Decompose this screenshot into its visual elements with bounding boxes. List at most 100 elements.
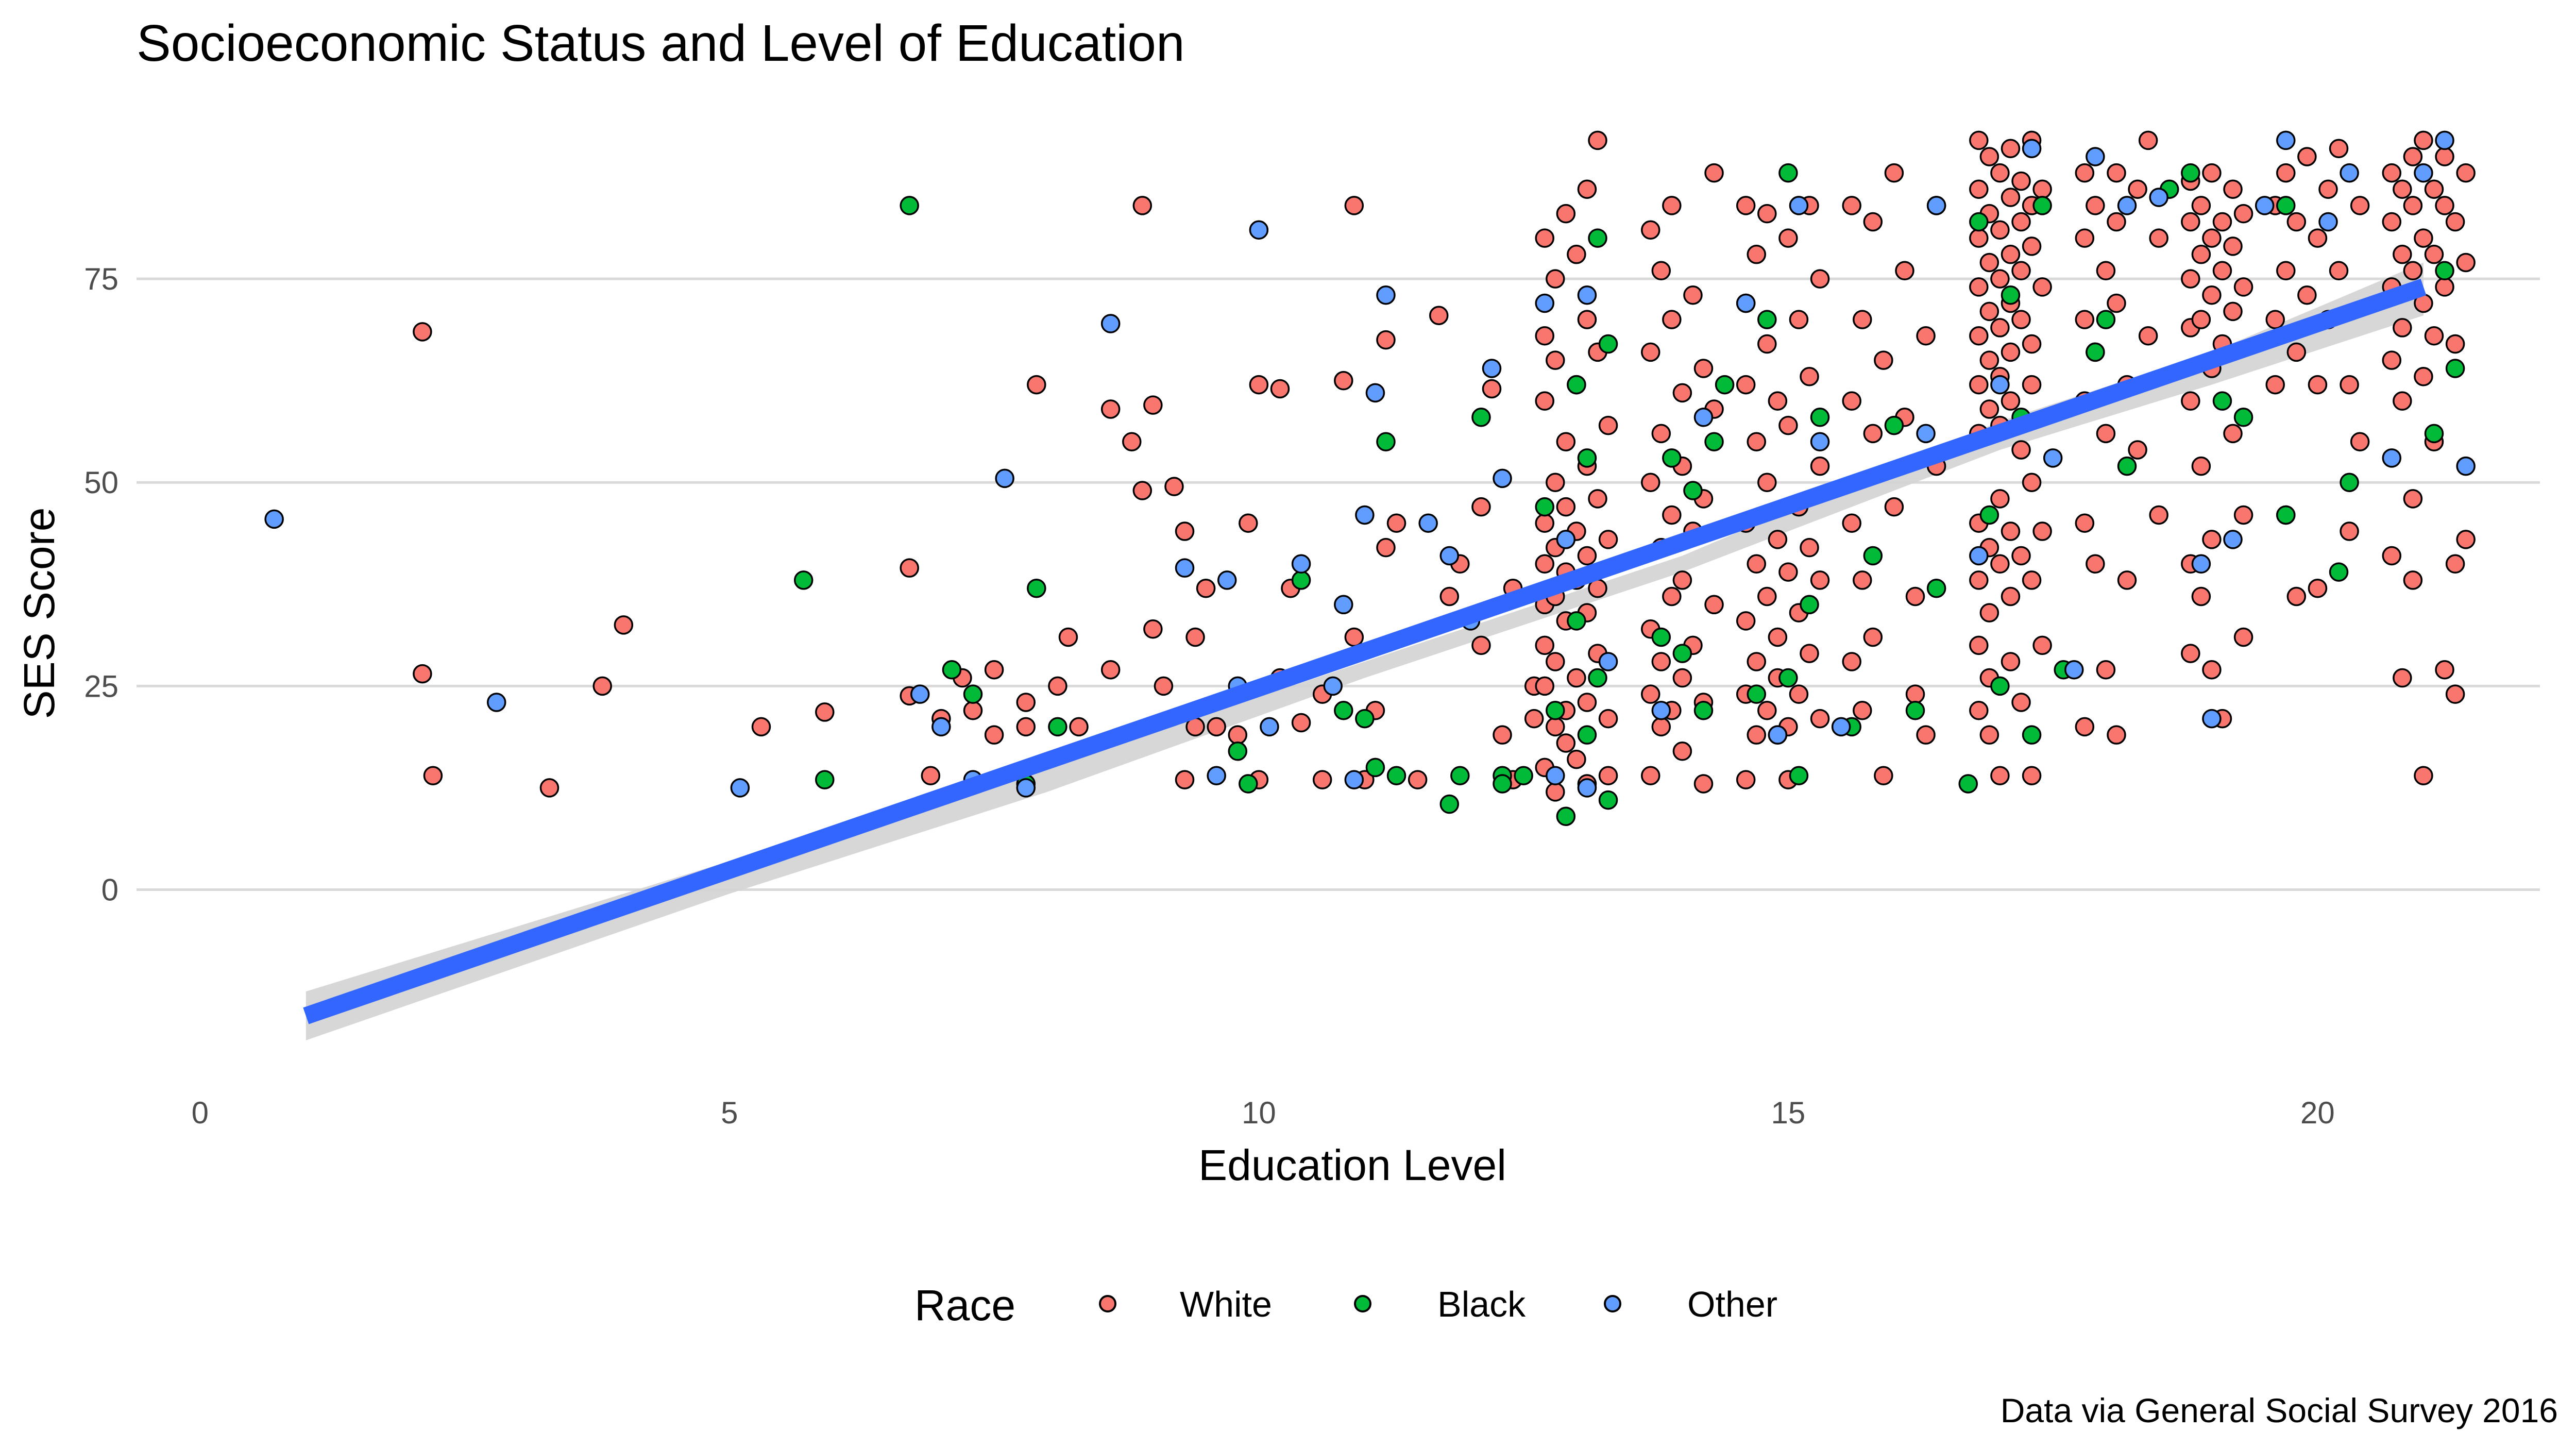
- point-white: [2086, 196, 2105, 215]
- point-other: [1577, 285, 1597, 305]
- point-white: [2382, 546, 2402, 566]
- point-white: [2424, 244, 2444, 264]
- point-white: [2001, 188, 2021, 207]
- point-white: [1778, 562, 1798, 582]
- point-white: [1228, 725, 1248, 745]
- point-other: [486, 693, 506, 712]
- point-white: [1143, 395, 1163, 415]
- point-other: [1365, 383, 1385, 403]
- point-white: [2382, 350, 2402, 370]
- y-tick-label: 25: [84, 669, 118, 703]
- legend-label-other: Other: [1687, 1284, 1777, 1324]
- point-white: [1969, 570, 1989, 590]
- point-white: [1429, 306, 1449, 325]
- point-black: [1027, 578, 1046, 598]
- point-black: [2022, 725, 2042, 745]
- point-white: [2075, 717, 2095, 737]
- point-other: [2043, 448, 2063, 468]
- point-white: [2096, 424, 2116, 444]
- point-white: [614, 615, 634, 635]
- point-white: [921, 766, 941, 785]
- point-white: [2022, 375, 2042, 395]
- point-white: [2128, 179, 2147, 199]
- point-black: [1546, 701, 1565, 720]
- point-white: [2424, 179, 2444, 199]
- point-white: [2001, 244, 2021, 264]
- point-white: [2022, 570, 2042, 590]
- point-white: [2456, 252, 2476, 273]
- point-white: [1546, 782, 1565, 802]
- point-white: [1853, 570, 1872, 590]
- point-white: [2202, 285, 2222, 305]
- point-white: [1789, 684, 1809, 704]
- point-black: [1863, 546, 1883, 566]
- point-black: [1747, 684, 1767, 704]
- point-white: [2393, 318, 2412, 338]
- point-white: [1408, 770, 1428, 789]
- point-white: [1768, 391, 1788, 411]
- point-white: [1810, 709, 1830, 729]
- point-black: [1588, 228, 1607, 248]
- point-white: [1979, 147, 1999, 166]
- point-white: [1058, 627, 1078, 647]
- legend-label-white: White: [1180, 1284, 1272, 1324]
- point-other: [931, 717, 951, 737]
- point-black: [2086, 342, 2105, 362]
- point-white: [2403, 147, 2423, 166]
- point-other: [1355, 505, 1375, 525]
- point-white: [1747, 554, 1767, 574]
- point-black: [1704, 432, 1724, 451]
- point-white: [2181, 391, 2200, 411]
- point-other: [2255, 196, 2275, 215]
- point-other: [1418, 513, 1438, 533]
- point-white: [1757, 586, 1777, 607]
- x-tick-label: 0: [192, 1096, 209, 1130]
- point-other: [1651, 701, 1671, 720]
- point-white: [2403, 261, 2423, 281]
- point-white: [2107, 163, 2126, 183]
- point-black: [2445, 359, 2465, 378]
- point-other: [2414, 163, 2433, 183]
- point-white: [1810, 456, 1830, 476]
- point-white: [2233, 627, 2253, 647]
- point-white: [1640, 342, 1660, 362]
- point-other: [2276, 130, 2296, 150]
- point-white: [1736, 196, 1756, 215]
- point-other: [1217, 570, 1237, 590]
- point-white: [2149, 505, 2168, 525]
- point-white: [2223, 424, 2243, 444]
- point-white: [2445, 334, 2465, 354]
- point-white: [2191, 310, 2211, 329]
- point-white: [2032, 521, 2052, 541]
- point-other: [1810, 432, 1830, 451]
- point-white: [2286, 586, 2307, 607]
- point-white: [1747, 725, 1767, 745]
- point-other: [1831, 717, 1851, 737]
- point-black: [1514, 766, 1533, 785]
- point-white: [1704, 595, 1724, 615]
- point-white: [984, 660, 1004, 680]
- point-black: [1757, 310, 1777, 329]
- point-other: [2318, 212, 2338, 232]
- fit-line-path: [303, 278, 2427, 1024]
- point-other: [2117, 196, 2137, 215]
- point-white: [2382, 212, 2402, 232]
- point-white: [1979, 350, 1999, 370]
- point-white: [2286, 342, 2307, 362]
- point-white: [1312, 770, 1332, 789]
- point-white: [2456, 530, 2476, 549]
- point-white: [1863, 424, 1883, 444]
- point-white: [1916, 326, 1936, 346]
- point-white: [1535, 635, 1554, 655]
- point-white: [1969, 130, 1989, 150]
- point-black: [2276, 505, 2296, 525]
- point-white: [2117, 570, 2137, 590]
- point-black: [1958, 774, 1978, 794]
- point-white: [2445, 212, 2465, 232]
- point-white: [1969, 375, 1989, 395]
- point-black: [1810, 408, 1830, 427]
- point-white: [2308, 228, 2328, 248]
- chart-caption: Data via General Social Survey 2016: [2001, 1391, 2558, 1429]
- point-white: [1990, 554, 2010, 574]
